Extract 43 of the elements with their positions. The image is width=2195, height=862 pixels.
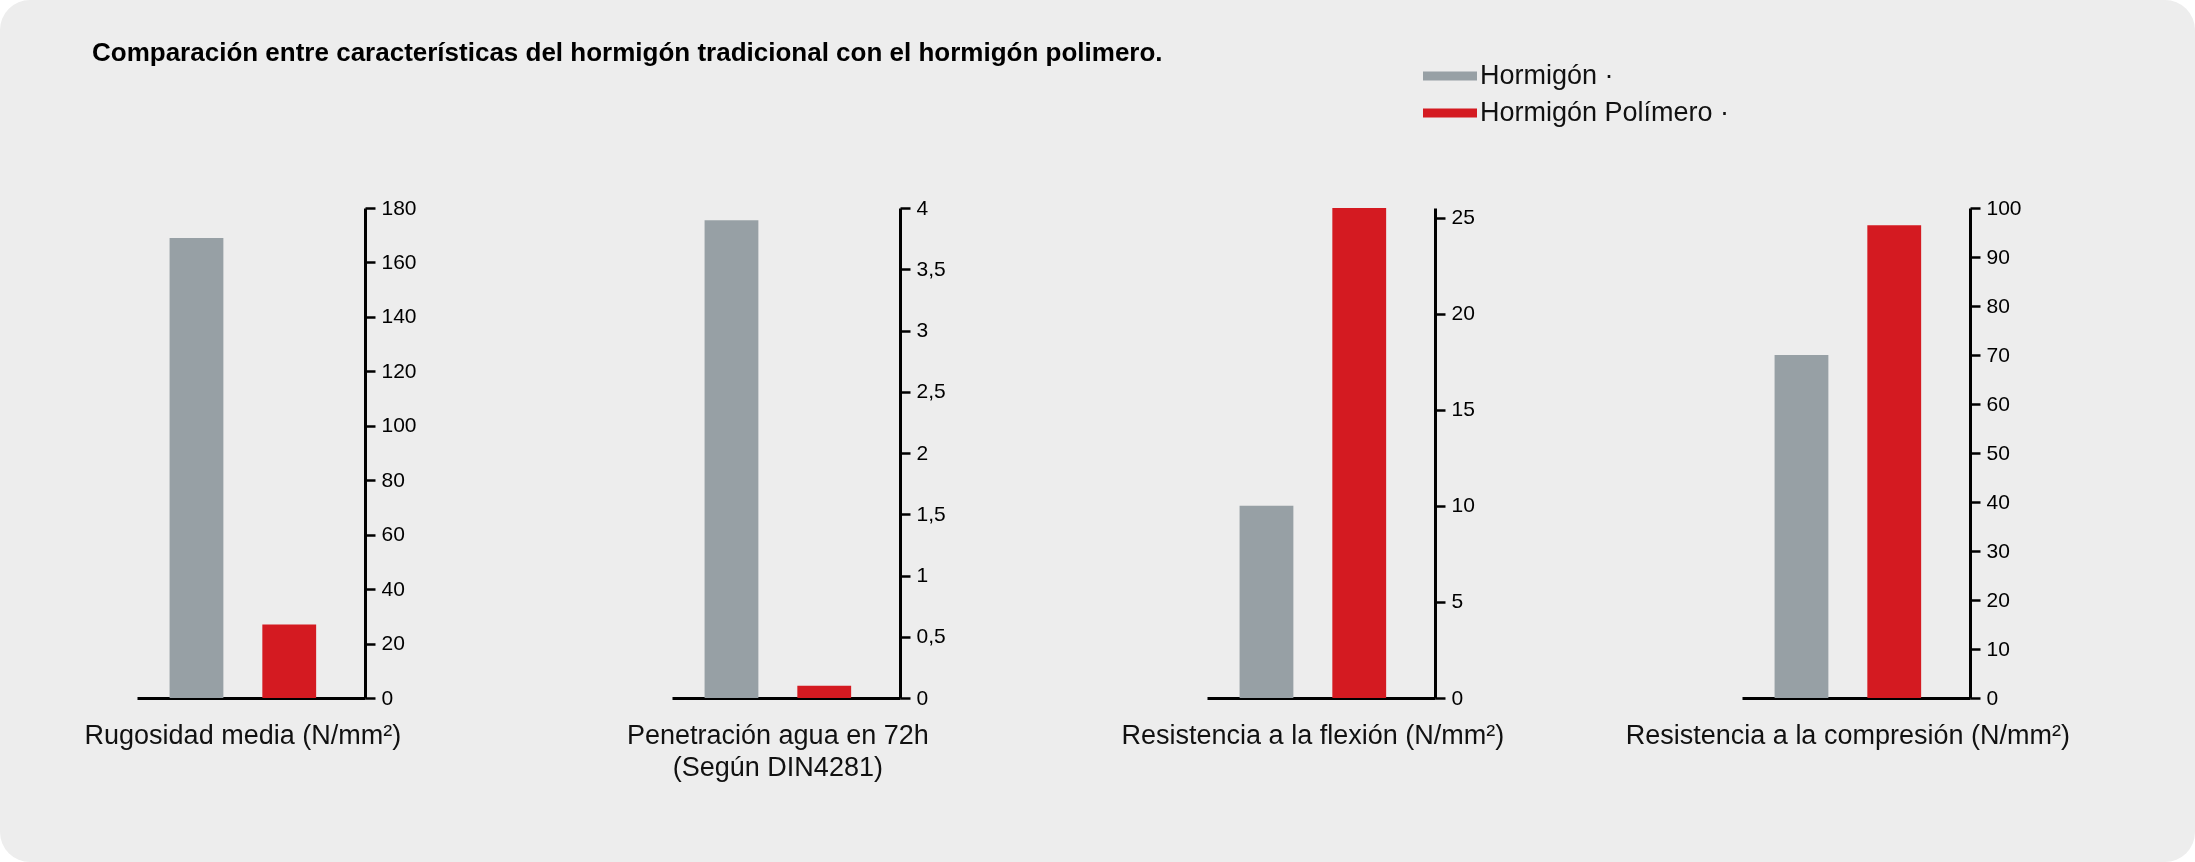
y-tick-label: 80 <box>1986 293 2010 317</box>
y-tick-label: 30 <box>1986 538 2010 562</box>
legend-label: Hormigón · <box>1480 60 1614 90</box>
y-tick-label: 100 <box>381 413 417 437</box>
y-tick-label: 80 <box>381 467 405 491</box>
y-tick-label: 0 <box>1986 685 1999 709</box>
y-tick-label: 160 <box>381 249 417 273</box>
x-tick-label: Resistencia a la flexión (N/mm²) <box>1121 719 1505 750</box>
y-tick-label: 2,5 <box>916 379 946 403</box>
x-tick-label: Penetración agua en 72h (Según DIN4281) <box>626 719 929 782</box>
y-tick-label: 1 <box>916 563 929 586</box>
y-tick-label: 0 <box>381 685 394 709</box>
y-tick-label: 0 <box>916 685 929 709</box>
y-tick-label: 20 <box>381 631 405 655</box>
y-tick-label: 120 <box>381 358 417 382</box>
y-tick-label: 20 <box>1986 587 2010 611</box>
x-tick-label: Resistencia a la compresión (N/mm²) <box>1625 719 2070 750</box>
y-tick-label: 40 <box>1986 489 2010 513</box>
x-tick-label: Rugosidad media (N/mm²) <box>84 719 402 750</box>
y-tick-label: 20 <box>1451 301 1475 325</box>
y-tick-label: 60 <box>1986 391 2010 415</box>
y-tick-label: 0 <box>1451 685 1464 709</box>
y-tick-label: 5 <box>1451 589 1464 613</box>
y-tick-label: 10 <box>1986 636 2010 660</box>
y-tick-label: 50 <box>1986 440 2010 464</box>
y-tick-label: 3 <box>916 318 929 341</box>
y-tick-label: 3,5 <box>916 256 946 280</box>
y-tick-label: 15 <box>1451 397 1475 421</box>
legend-label: Hormigón Polímero · <box>1480 97 1730 127</box>
y-tick-label: 25 <box>1451 205 1475 229</box>
y-tick-label: 4 <box>916 195 929 219</box>
text: Comparación entre características del hormigón tradicional con el hormigón polimero. <box>92 37 1163 67</box>
y-tick-label: 70 <box>1986 342 2010 366</box>
y-tick-label: 180 <box>381 195 417 219</box>
y-tick-label: 40 <box>381 576 405 600</box>
y-tick-label: 100 <box>1986 195 2022 219</box>
y-tick-label: 90 <box>1986 244 2010 268</box>
y-tick-label: 10 <box>1451 493 1475 517</box>
y-tick-label: 60 <box>381 522 405 546</box>
y-tick-label: 140 <box>381 304 417 328</box>
y-tick-label: 1,5 <box>916 501 946 525</box>
y-tick-label: 2 <box>916 440 929 464</box>
y-tick-label: 0,5 <box>916 624 946 648</box>
